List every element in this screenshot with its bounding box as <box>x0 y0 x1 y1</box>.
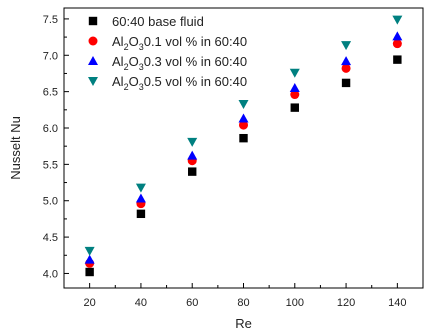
x-tick-label: 40 <box>135 297 147 309</box>
y-tick-label: 4.5 <box>43 232 58 244</box>
x-tick-label: 120 <box>337 297 355 309</box>
data-point <box>187 150 198 160</box>
data-point <box>393 55 402 64</box>
data-point <box>341 56 352 66</box>
x-tick-label: 60 <box>186 297 198 309</box>
data-point <box>392 39 402 49</box>
data-point <box>136 209 146 219</box>
data-point <box>289 68 300 78</box>
y-tick-label: 5.0 <box>43 196 58 208</box>
legend-entry-label: Al2O30.1 vol % in 60:40 <box>112 34 247 52</box>
data-point <box>84 246 95 256</box>
data-point <box>341 63 351 73</box>
data-point <box>289 83 300 92</box>
y-tick-label: 4.0 <box>43 268 58 280</box>
y-tick-label: 7.5 <box>43 14 58 26</box>
data-point <box>135 183 146 193</box>
data-point <box>238 100 249 109</box>
x-tick-label: 140 <box>388 297 406 309</box>
y-tick-label: 6.0 <box>43 123 58 135</box>
y-tick-label: 7.0 <box>43 50 58 62</box>
legend: 60:40 base fluid Al2O30.1 vol % in 60:40 A… <box>88 14 247 92</box>
data-point <box>341 78 351 88</box>
data-point <box>85 267 94 277</box>
legend-marker <box>88 16 98 26</box>
data-point <box>238 113 249 123</box>
legend-marker <box>88 36 98 46</box>
data-point <box>290 103 299 112</box>
legend-entry-label: 60:40 base fluid <box>112 14 204 29</box>
legend-entry-label: Al2O30.3 vol % in 60:40 <box>112 54 247 72</box>
y-axis-label: Nusselt Nu <box>8 116 23 180</box>
x-tick-label: 80 <box>237 297 249 309</box>
data-point <box>188 167 197 176</box>
data-point <box>341 41 352 51</box>
data-points <box>84 15 403 277</box>
data-point <box>84 254 95 264</box>
data-point <box>392 15 403 25</box>
legend-entry-label: Al2O30.5 vol % in 60:40 <box>112 74 247 92</box>
data-point <box>239 133 248 143</box>
y-axis-ticks: 4.0 4.5 5.0 5.5 6.0 6.5 7.0 7.5 <box>43 14 69 280</box>
y-tick-label: 6.5 <box>43 87 58 99</box>
data-point <box>239 120 248 130</box>
x-axis-ticks: 20 40 60 80 100 120 140 <box>84 283 424 309</box>
legend-marker <box>88 77 98 86</box>
data-point <box>290 90 300 100</box>
data-point <box>187 137 198 147</box>
x-tick-label: 20 <box>84 297 96 309</box>
y-tick-label: 5.5 <box>43 159 58 171</box>
legend-marker <box>88 56 98 65</box>
data-point <box>392 31 403 41</box>
x-tick-label: 100 <box>286 297 304 309</box>
data-point <box>135 193 146 203</box>
x-axis-label: Re <box>235 316 252 331</box>
plot-frame <box>63 7 424 289</box>
